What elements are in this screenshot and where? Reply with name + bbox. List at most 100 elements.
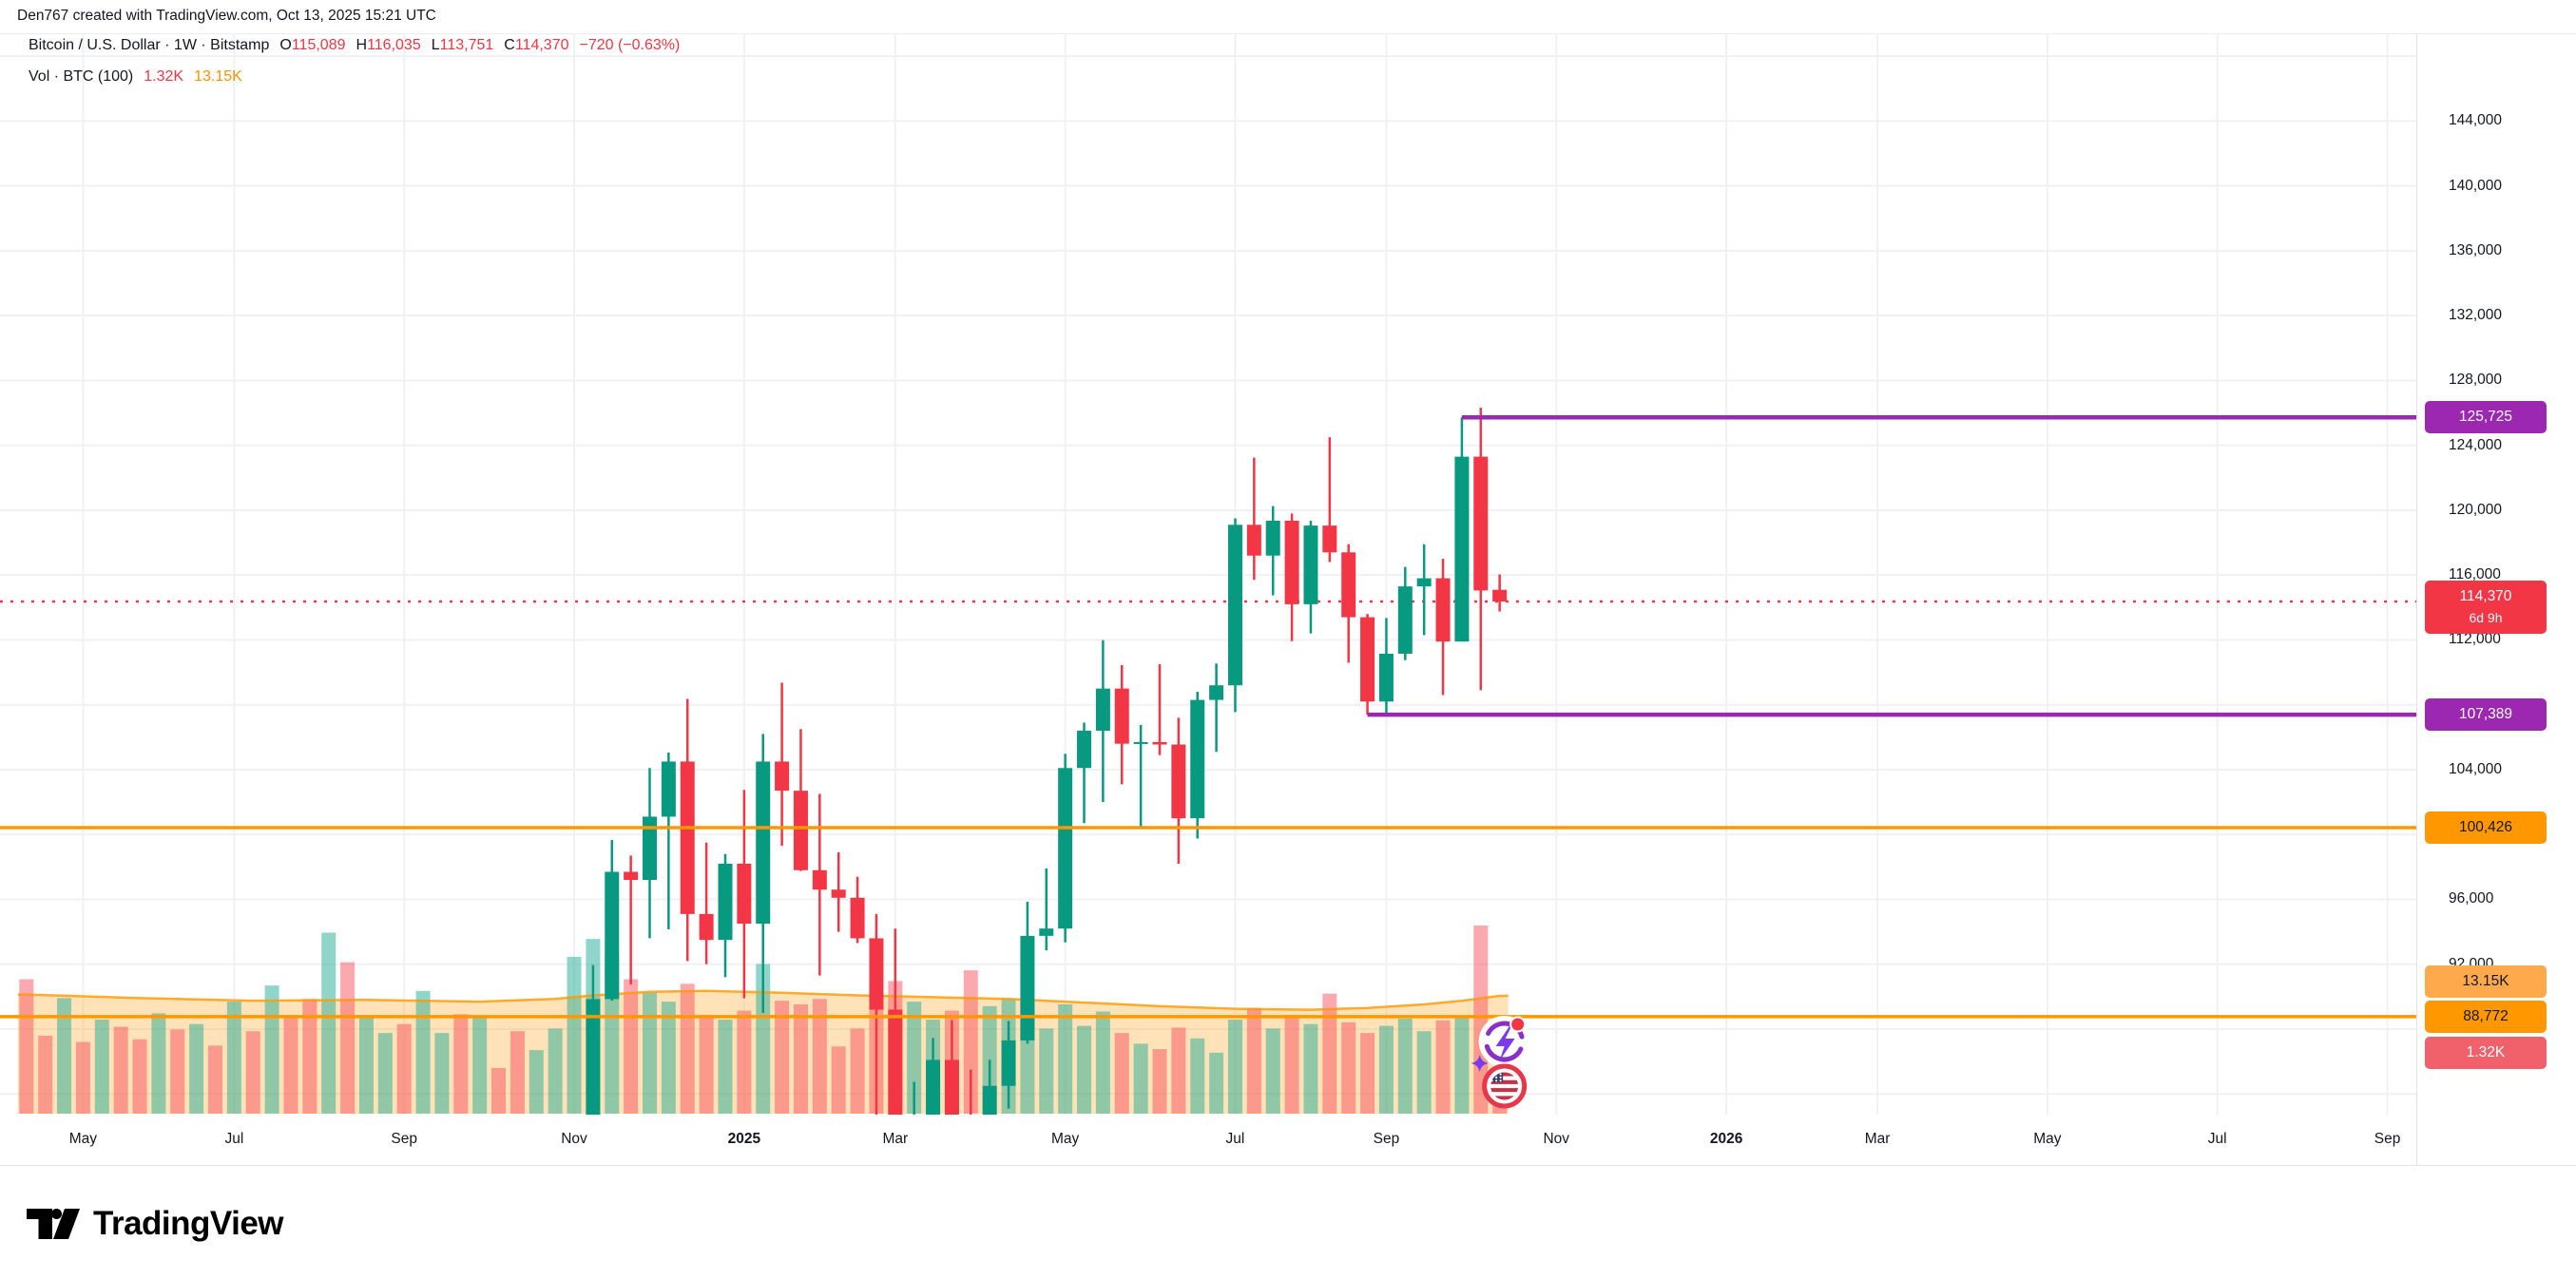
volume-bar bbox=[1265, 1028, 1280, 1114]
price-axis-label: 128,000 bbox=[2449, 372, 2503, 389]
volume-bar bbox=[283, 1017, 298, 1114]
price-axis-label: 104,000 bbox=[2449, 760, 2503, 777]
time-axis-label: Mar bbox=[1864, 1131, 1891, 1147]
legend-symbol-row: Bitcoin / U.S. Dollar · 1W · Bitstamp O1… bbox=[29, 38, 680, 53]
time-axis-label: May bbox=[68, 1131, 98, 1147]
us-economic-event-icon[interactable] bbox=[1482, 1063, 1528, 1109]
volume-bar bbox=[756, 964, 771, 1114]
ohlc-low: L113,751 bbox=[431, 37, 494, 53]
volume-bar bbox=[321, 932, 336, 1114]
price-axis-badge: 114,370 6d 9h bbox=[2425, 581, 2547, 634]
candle-down bbox=[1473, 456, 1489, 591]
volume-bar bbox=[1190, 1038, 1205, 1114]
volume-bar bbox=[737, 1010, 752, 1114]
price-axis-label: 116,000 bbox=[2449, 566, 2501, 583]
price-axis-label: 120,000 bbox=[2449, 501, 2503, 518]
candle-up bbox=[1095, 688, 1110, 732]
price-axis-label: 96,000 bbox=[2449, 890, 2494, 907]
candle-down bbox=[850, 897, 865, 939]
volume-bar bbox=[1133, 1043, 1148, 1114]
candle-down bbox=[1246, 525, 1261, 556]
candle-up bbox=[643, 816, 658, 881]
volume-bar bbox=[472, 1018, 488, 1114]
volume-bar bbox=[661, 1002, 676, 1114]
price-axis-badge: 88,772 bbox=[2425, 1000, 2547, 1033]
volume-bar bbox=[548, 1028, 563, 1114]
candles-layer bbox=[586, 408, 1508, 1115]
attribution-text: Den767 created with TradingView.com, Oct… bbox=[17, 8, 436, 24]
candle-up bbox=[1077, 731, 1092, 769]
volume-bar bbox=[1209, 1052, 1224, 1114]
candle-down bbox=[699, 913, 714, 941]
volume-bar bbox=[812, 999, 827, 1114]
price-axis-label: 124,000 bbox=[2449, 436, 2503, 453]
volume-bar bbox=[396, 1023, 412, 1114]
time-axis-label: Sep bbox=[2374, 1131, 2401, 1147]
volume-bar bbox=[245, 1031, 260, 1114]
candle-down bbox=[888, 1009, 903, 1115]
volume-bar bbox=[38, 1035, 53, 1114]
badge-countdown: 6d 9h bbox=[2469, 610, 2503, 625]
volume-bar bbox=[1152, 1049, 1167, 1114]
volume-bar bbox=[57, 998, 72, 1114]
volume-bar bbox=[1473, 925, 1489, 1114]
candle-up bbox=[661, 761, 676, 817]
crypto-event-icon[interactable] bbox=[1471, 1016, 1530, 1072]
volume-bar bbox=[302, 999, 317, 1114]
volume-bar bbox=[567, 956, 582, 1114]
tradingview-branding[interactable]: TradingView bbox=[27, 1205, 284, 1243]
volume-bar bbox=[963, 970, 978, 1114]
volume-bar bbox=[189, 1023, 204, 1114]
volume-bar bbox=[1227, 1019, 1242, 1114]
volume-bar bbox=[1378, 1025, 1394, 1114]
volume-bar bbox=[624, 979, 639, 1114]
candle-down bbox=[831, 889, 846, 898]
candle-down bbox=[793, 791, 808, 870]
candle-up bbox=[1020, 935, 1035, 1040]
volume-bar bbox=[415, 990, 431, 1114]
volume-bar bbox=[1303, 1023, 1318, 1114]
volume-indicator-title[interactable]: Vol · BTC (100) bbox=[29, 68, 134, 85]
volume-bar bbox=[1039, 1028, 1054, 1114]
price-axis[interactable]: 144,000 140,000 136,000 132,000 128,000 124,0… bbox=[2416, 33, 2576, 1165]
price-axis-label: 144,000 bbox=[2449, 112, 2503, 129]
volume-bar bbox=[358, 1015, 374, 1114]
candle-up bbox=[1303, 525, 1318, 604]
candle-up bbox=[756, 761, 771, 925]
volume-bar bbox=[94, 1019, 109, 1114]
volume-bar bbox=[453, 1014, 469, 1114]
price-axis-badge: 125,725 bbox=[2425, 401, 2547, 434]
candle-down bbox=[737, 863, 752, 925]
volume-bar bbox=[509, 1031, 525, 1114]
volume-bar bbox=[1360, 1033, 1375, 1114]
candle-up bbox=[1265, 521, 1280, 556]
time-axis-label: May bbox=[2033, 1131, 2062, 1147]
volume-bar bbox=[1454, 1017, 1470, 1114]
candle-up bbox=[1133, 741, 1148, 744]
volume-bar bbox=[680, 983, 695, 1114]
volume-bar bbox=[1095, 1011, 1110, 1114]
price-axis-label: 136,000 bbox=[2449, 241, 2503, 258]
candle-up bbox=[1039, 928, 1054, 936]
volume-bar bbox=[529, 1050, 544, 1114]
candle-up bbox=[1227, 525, 1242, 686]
time-axis-label: Nov bbox=[561, 1131, 587, 1147]
volume-bar bbox=[151, 1013, 166, 1114]
candle-up bbox=[586, 999, 601, 1115]
candle-up bbox=[718, 863, 733, 941]
volume-bar bbox=[1077, 1025, 1092, 1114]
volume-bar bbox=[208, 1045, 222, 1114]
ohlc-close: C114,370 bbox=[504, 37, 569, 53]
volume-bar bbox=[226, 1002, 241, 1114]
candle-down bbox=[1284, 521, 1299, 604]
volume-bar bbox=[850, 1028, 865, 1114]
time-axis-label: Jul bbox=[224, 1131, 244, 1147]
time-axis[interactable]: May Jul Sep Nov 2025 Mar May Jul Sep Nov 2026 Mar Ma… bbox=[0, 1116, 2576, 1165]
symbol-title[interactable]: Bitcoin / U.S. Dollar · 1W · Bitstamp bbox=[29, 37, 270, 53]
time-axis-label: 2026 bbox=[1709, 1131, 1743, 1147]
candle-up bbox=[1058, 768, 1073, 929]
candle-up bbox=[1190, 699, 1205, 819]
chart-legend: Bitcoin / U.S. Dollar · 1W · Bitstamp O1… bbox=[29, 38, 680, 101]
volume-bar bbox=[775, 1001, 790, 1114]
